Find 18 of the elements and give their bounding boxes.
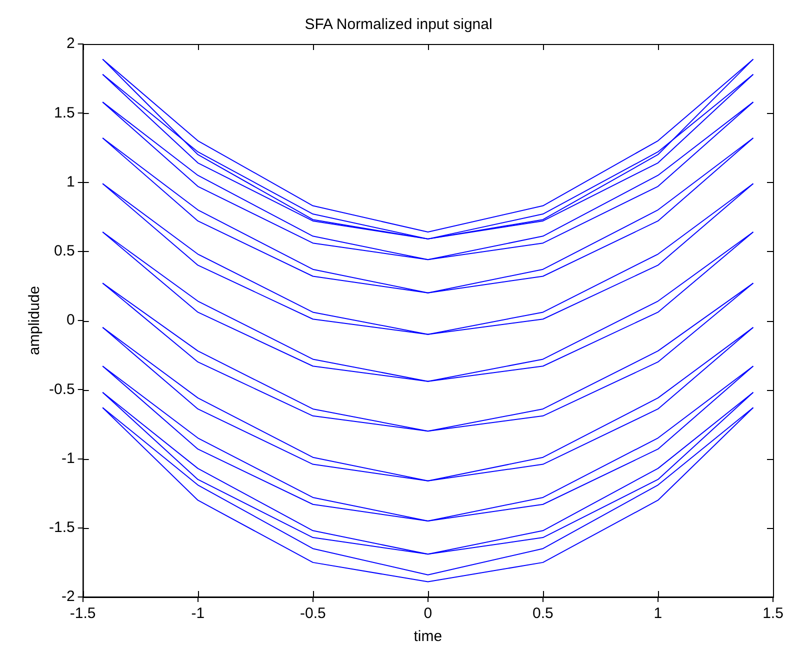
y-tick-label: -2	[62, 588, 75, 606]
y-tick-label: 1.5	[54, 104, 75, 122]
x-tick-label: -1	[191, 605, 205, 622]
y-tick-label: 1	[66, 173, 75, 190]
x-tick-label: 1	[654, 605, 662, 622]
chart-title: SFA Normalized input signal	[304, 16, 492, 34]
x-tick-label: 1.5	[762, 605, 784, 622]
y-tick-label: -0.5	[48, 380, 75, 398]
x-tick-label: 0.5	[532, 605, 554, 622]
y-tick-label: 0.5	[54, 242, 75, 260]
y-tick-label: -1	[62, 450, 75, 467]
x-axis-title: time	[414, 628, 442, 646]
x-tick-label: 0	[424, 605, 432, 622]
y-axis-title: amplidude	[26, 286, 44, 356]
y-tick-label: 0	[66, 312, 75, 329]
x-tick-label: -0.5	[300, 605, 326, 622]
y-tick-label: 2	[66, 35, 75, 52]
y-tick-label: -1.5	[48, 519, 75, 536]
